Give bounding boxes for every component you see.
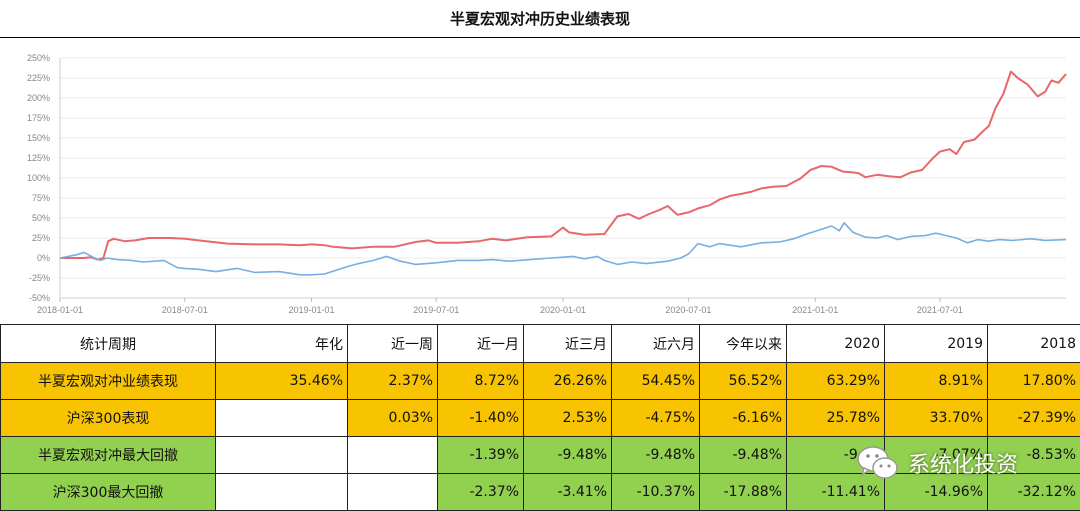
- y-tick-label: 75%: [32, 193, 50, 203]
- table-cell: 35.46%: [215, 362, 348, 400]
- column-header: 2018: [987, 324, 1080, 363]
- column-header: 近一月: [437, 324, 524, 363]
- y-tick-label: -25%: [29, 273, 50, 283]
- table-cell: -27.39%: [987, 399, 1080, 437]
- x-tick-label: 2018-07-01: [162, 305, 208, 315]
- y-tick-label: 100%: [27, 173, 50, 183]
- y-tick-label: 50%: [32, 213, 50, 223]
- table-cell: -1.40%: [437, 399, 524, 437]
- table-cell: [215, 473, 348, 511]
- column-header: 年化: [215, 324, 348, 363]
- table-cell: 63.29%: [786, 362, 885, 400]
- table-cell: -9.28: [786, 436, 885, 474]
- table-cell: 2.53%: [523, 399, 612, 437]
- y-tick-label: 0%: [37, 253, 50, 263]
- table-cell: -1.39%: [437, 436, 524, 474]
- series-line-1: [59, 222, 1067, 276]
- x-tick-label: 2020-07-01: [665, 305, 711, 315]
- table-cell: 8.91%: [884, 362, 988, 400]
- x-tick-label: 2018-01-01: [37, 305, 83, 315]
- table-cell: 25.78%: [786, 399, 885, 437]
- table-cell: [215, 436, 348, 474]
- table-cell: 26.26%: [523, 362, 612, 400]
- x-tick-label: 2019-07-01: [413, 305, 459, 315]
- table-cell: -2.37%: [437, 473, 524, 511]
- table-cell: -9.48%: [523, 436, 612, 474]
- column-header: 今年以来: [699, 324, 787, 363]
- table-cell: 17.80%: [987, 362, 1080, 400]
- series-line-0: [60, 70, 1067, 261]
- y-tick-label: 250%: [27, 53, 50, 63]
- table-cell: [215, 399, 348, 437]
- table-cell: -7.07%: [884, 436, 988, 474]
- column-header: 统计周期: [0, 324, 216, 363]
- x-tick-label: 2020-01-01: [540, 305, 586, 315]
- y-tick-label: 150%: [27, 133, 50, 143]
- y-tick-label: 175%: [27, 113, 50, 123]
- column-header: 近六月: [611, 324, 700, 363]
- table-cell: -9.48%: [611, 436, 700, 474]
- row-label: 半夏宏观对冲业绩表现: [0, 362, 216, 400]
- table-cell: [347, 473, 438, 511]
- chart-title: 半夏宏观对冲历史业绩表现: [0, 0, 1080, 38]
- table-row: 半夏宏观对冲业绩表现 35.46% 2.37% 8.72% 26.26% 54.45% 56…: [0, 362, 1080, 400]
- table-cell: 0.03%: [347, 399, 438, 437]
- performance-table: 统计周期 年化 近一周 近一月 近三月 近六月 今年以来 2020 2019 2018 半夏宏观对冲…: [0, 324, 1080, 511]
- table-row: 半夏宏观对冲最大回撤 -1.39% -9.48% -9.48% -9.48% -9.28-…: [0, 436, 1080, 474]
- table-row: 沪深300表现 0.03% -1.40% 2.53% -4.75% -6.16% 25.78…: [0, 399, 1080, 437]
- table-cell: -8.53%: [987, 436, 1080, 474]
- table-cell: -10.37%: [611, 473, 700, 511]
- table-cell: 8.72%: [437, 362, 524, 400]
- table-cell: 54.45%: [611, 362, 700, 400]
- column-header: 近一周: [347, 324, 438, 363]
- x-tick-label: 2019-01-01: [288, 305, 334, 315]
- y-tick-label: 25%: [32, 233, 50, 243]
- performance-line-chart: 250% 225% 200% 175% 150% 125% 100% 75% 50% 25% 0% -…: [27, 53, 1067, 315]
- y-tick-label: 200%: [27, 93, 50, 103]
- table-cell: -11.41%: [786, 473, 885, 511]
- table-cell: [347, 436, 438, 474]
- table-cell: -17.88%: [699, 473, 787, 511]
- table-cell: 2.37%: [347, 362, 438, 400]
- table-cell: 33.70%: [884, 399, 988, 437]
- row-label: 半夏宏观对冲最大回撤: [0, 436, 216, 474]
- table-cell: -32.12%: [987, 473, 1080, 511]
- table-header-row: 统计周期 年化 近一周 近一月 近三月 近六月 今年以来 2020 2019 2018: [0, 324, 1080, 363]
- table-cell: -9.48%: [699, 436, 787, 474]
- column-header: 2020: [786, 324, 885, 363]
- y-tick-label: -50%: [29, 293, 50, 303]
- table-cell: -3.41%: [523, 473, 612, 511]
- table-cell: 56.52%: [699, 362, 787, 400]
- table-cell: -14.96%: [884, 473, 988, 511]
- x-tick-label: 2021-01-01: [792, 305, 838, 315]
- column-header: 近三月: [523, 324, 612, 363]
- table-row: 沪深300最大回撤 -2.37% -3.41% -10.37% -17.88% -11.4…: [0, 473, 1080, 511]
- row-label: 沪深300最大回撤: [0, 473, 216, 511]
- table-cell: -6.16%: [699, 399, 787, 437]
- y-tick-label: 125%: [27, 153, 50, 163]
- column-header: 2019: [884, 324, 988, 363]
- y-tick-label: 225%: [27, 73, 50, 83]
- row-label: 沪深300表现: [0, 399, 216, 437]
- x-tick-label: 2021-07-01: [917, 305, 963, 315]
- table-cell: -4.75%: [611, 399, 700, 437]
